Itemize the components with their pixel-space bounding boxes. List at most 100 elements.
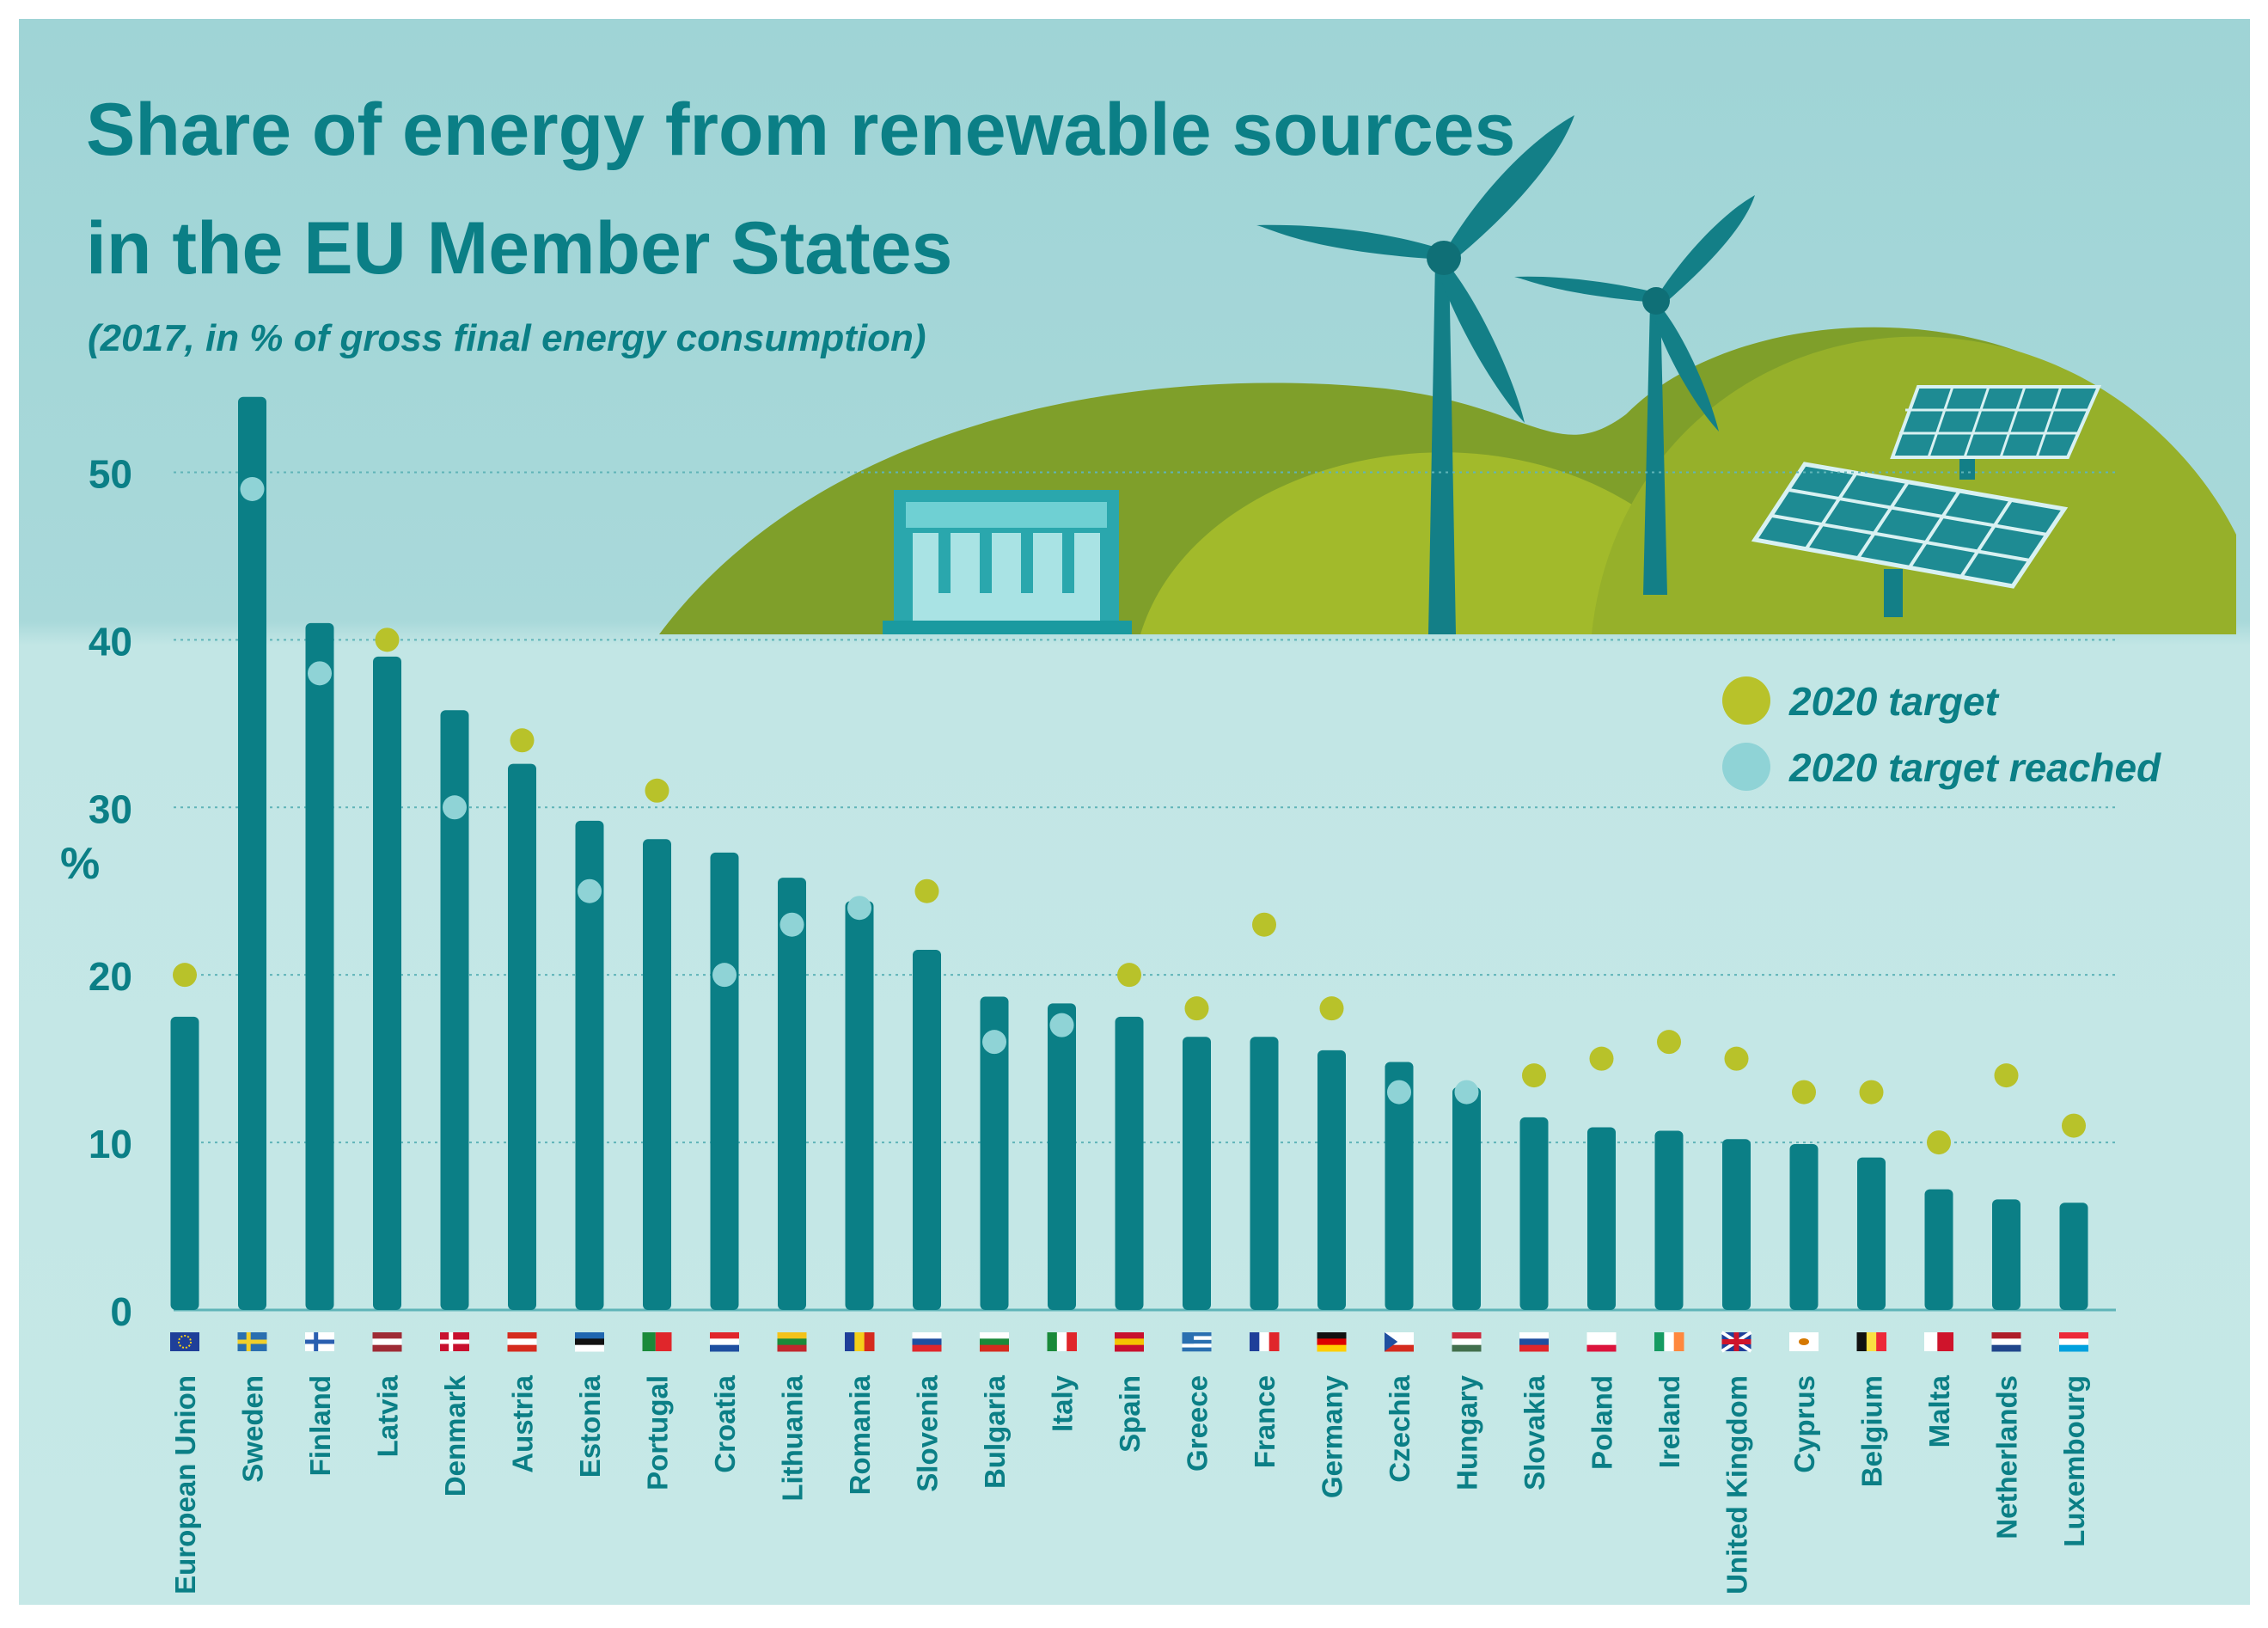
flag-icon (1115, 1332, 1144, 1352)
bar-european-union (170, 1016, 199, 1310)
bar-croatia (710, 852, 739, 1310)
country-label: Latvia (372, 1374, 404, 1457)
target-marker (1454, 1080, 1479, 1105)
bar-malta (1924, 1189, 1953, 1310)
target-marker (779, 912, 804, 937)
flag-icon (1452, 1332, 1482, 1352)
target-marker (1117, 963, 1141, 988)
country-label: Czechia (1384, 1374, 1415, 1482)
flag-icon (642, 1332, 672, 1351)
target-marker (1994, 1063, 2019, 1088)
y-tick-label: 0 (110, 1289, 132, 1334)
bar-netherlands (1992, 1199, 2020, 1310)
target-marker (510, 728, 535, 753)
dam-icon (883, 490, 1132, 634)
y-tick-label: 50 (89, 451, 132, 496)
bar-lithuania (778, 878, 806, 1310)
bar-germany (1317, 1050, 1346, 1310)
bar-slovenia (913, 949, 941, 1310)
country-label: Romania (844, 1374, 876, 1495)
flag-icon (1586, 1332, 1617, 1352)
country-label: Netherlands (1991, 1375, 2023, 1539)
bar-denmark (440, 710, 469, 1310)
y-tick-labels: 0 10 20 30 40 50 (89, 451, 132, 1334)
country-label: Estonia (574, 1374, 606, 1478)
bar-cyprus (1789, 1144, 1819, 1310)
country-label: Sweden (237, 1375, 269, 1483)
bar-finland (305, 622, 334, 1310)
flag-icon (507, 1332, 537, 1352)
bar-greece (1183, 1037, 1211, 1310)
flag-icon (372, 1332, 402, 1352)
flag-icon (305, 1332, 334, 1351)
target-marker (173, 963, 197, 988)
bar-belgium (1857, 1157, 1886, 1310)
bar-luxembourg (2059, 1203, 2088, 1310)
bar-ireland (1654, 1130, 1684, 1310)
flag-icon (440, 1332, 469, 1351)
flag-icon (1789, 1332, 1819, 1351)
chart-subtitle: (2017, in % of gross final energy consum… (88, 317, 926, 359)
target-marker (1859, 1080, 1884, 1105)
bar-czechia (1385, 1062, 1414, 1310)
target-marker (847, 896, 871, 921)
country-label: Italy (1047, 1374, 1079, 1432)
country-label: Malta (1923, 1374, 1955, 1447)
bar-latvia (373, 656, 401, 1310)
legend-swatch-reached (1722, 743, 1770, 791)
y-axis-label: % (60, 839, 100, 889)
target-marker (982, 1030, 1006, 1055)
target-marker (240, 476, 265, 501)
bar-italy (1048, 1003, 1076, 1310)
country-label: United Kingdom (1721, 1375, 1753, 1594)
flag-icon (1182, 1332, 1212, 1352)
flag-icon (1856, 1332, 1886, 1351)
country-label: Slovakia (1519, 1374, 1550, 1490)
bar-bulgaria (980, 996, 1009, 1310)
country-label: Bulgaria (979, 1374, 1011, 1489)
flag-icon (1654, 1332, 1684, 1351)
target-marker (1387, 1080, 1411, 1105)
y-tick-label: 20 (89, 954, 132, 999)
target-marker (1589, 1046, 1614, 1071)
flag-icon (2059, 1332, 2088, 1352)
target-marker (712, 963, 737, 988)
chart-title-line2: in the EU Member States (86, 207, 952, 290)
wind-turbine-icon (1256, 115, 1574, 634)
legend: 2020 target 2020 target reached (1722, 676, 2161, 791)
country-label: Spain (1114, 1375, 1146, 1453)
flag-icon (777, 1332, 807, 1352)
legend-swatch-target (1722, 676, 1770, 725)
flag-icon (170, 1332, 199, 1351)
target-marker (1792, 1080, 1816, 1105)
bar-sweden (238, 396, 266, 1310)
country-label: Lithuania (777, 1374, 809, 1501)
bar-romania (845, 901, 874, 1310)
flag-icon (1721, 1331, 1752, 1353)
chart-title-line1: Share of energy from renewable sources (86, 89, 1515, 171)
target-markers (173, 476, 2086, 1155)
bar-spain (1115, 1016, 1144, 1310)
country-label: Slovenia (912, 1374, 944, 1491)
flag-icon (237, 1332, 267, 1351)
target-marker (914, 878, 939, 903)
target-marker (1184, 996, 1209, 1021)
country-label: Cyprus (1788, 1375, 1820, 1473)
target-marker (375, 627, 400, 652)
bar-france (1250, 1037, 1279, 1310)
renewables-chart: Share of energy from renewable sources i… (60, 89, 2236, 1594)
country-label: Greece (1182, 1375, 1213, 1472)
infographic-frame: Share of energy from renewable sources i… (19, 19, 2250, 1605)
bar-slovakia (1519, 1117, 1549, 1310)
country-label: Ireland (1654, 1375, 1685, 1468)
flag-icon (1250, 1332, 1280, 1351)
bar-poland (1587, 1127, 1616, 1310)
flag-icon (912, 1332, 942, 1352)
flag-icon (575, 1332, 604, 1352)
bars (170, 396, 2088, 1310)
flag-icon (710, 1332, 739, 1352)
target-marker (1319, 996, 1344, 1021)
legend-label-reached: 2020 target reached (1788, 745, 2161, 790)
target-marker (1522, 1063, 1546, 1088)
y-tick-label: 10 (89, 1122, 132, 1166)
